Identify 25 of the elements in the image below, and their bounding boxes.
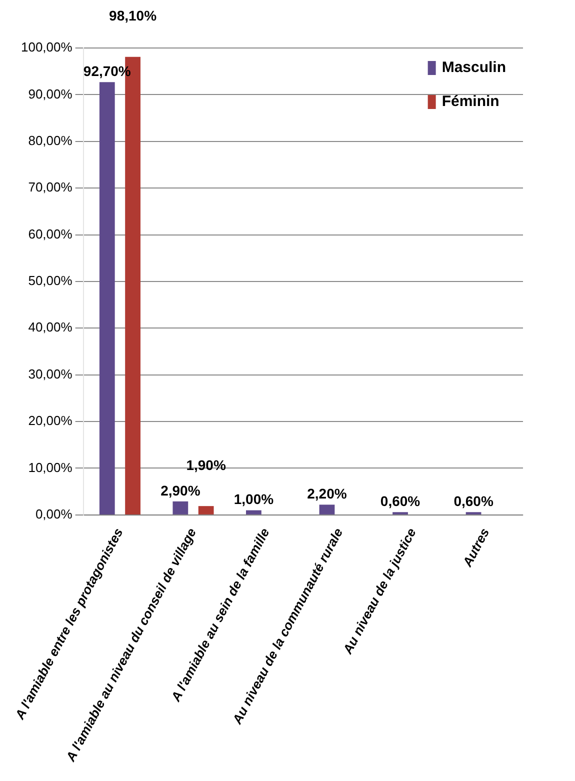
data-label: 0,60% <box>380 493 421 509</box>
data-label: 2,20% <box>307 486 348 502</box>
bar <box>246 510 262 514</box>
y-tick-label: 30,00% <box>28 366 73 382</box>
legend-label: Féminin <box>442 93 500 110</box>
bar <box>172 501 188 514</box>
data-label: 98,10% <box>109 8 158 24</box>
y-tick-label: 80,00% <box>28 132 73 148</box>
bar <box>319 504 335 514</box>
bar <box>198 506 214 514</box>
data-label: 1,90% <box>186 456 226 473</box>
data-label: 2,90% <box>160 482 201 498</box>
y-tick-label: 100,00% <box>20 40 73 55</box>
data-label: 0,60% <box>454 493 494 509</box>
y-tick-label: 70,00% <box>28 180 73 195</box>
y-tick-label: 40,00% <box>28 320 73 335</box>
y-tick-label: 20,00% <box>28 413 73 428</box>
bar <box>99 82 115 514</box>
y-tick-label: 10,00% <box>28 460 73 475</box>
data-label: 1,00% <box>234 491 274 508</box>
y-tick-label: 0,00% <box>35 506 73 522</box>
y-tick-label: 90,00% <box>28 86 73 102</box>
y-tick-label: 50,00% <box>28 273 73 288</box>
y-tick-label: 60,00% <box>28 226 73 242</box>
legend-label: Masculin <box>442 59 506 76</box>
